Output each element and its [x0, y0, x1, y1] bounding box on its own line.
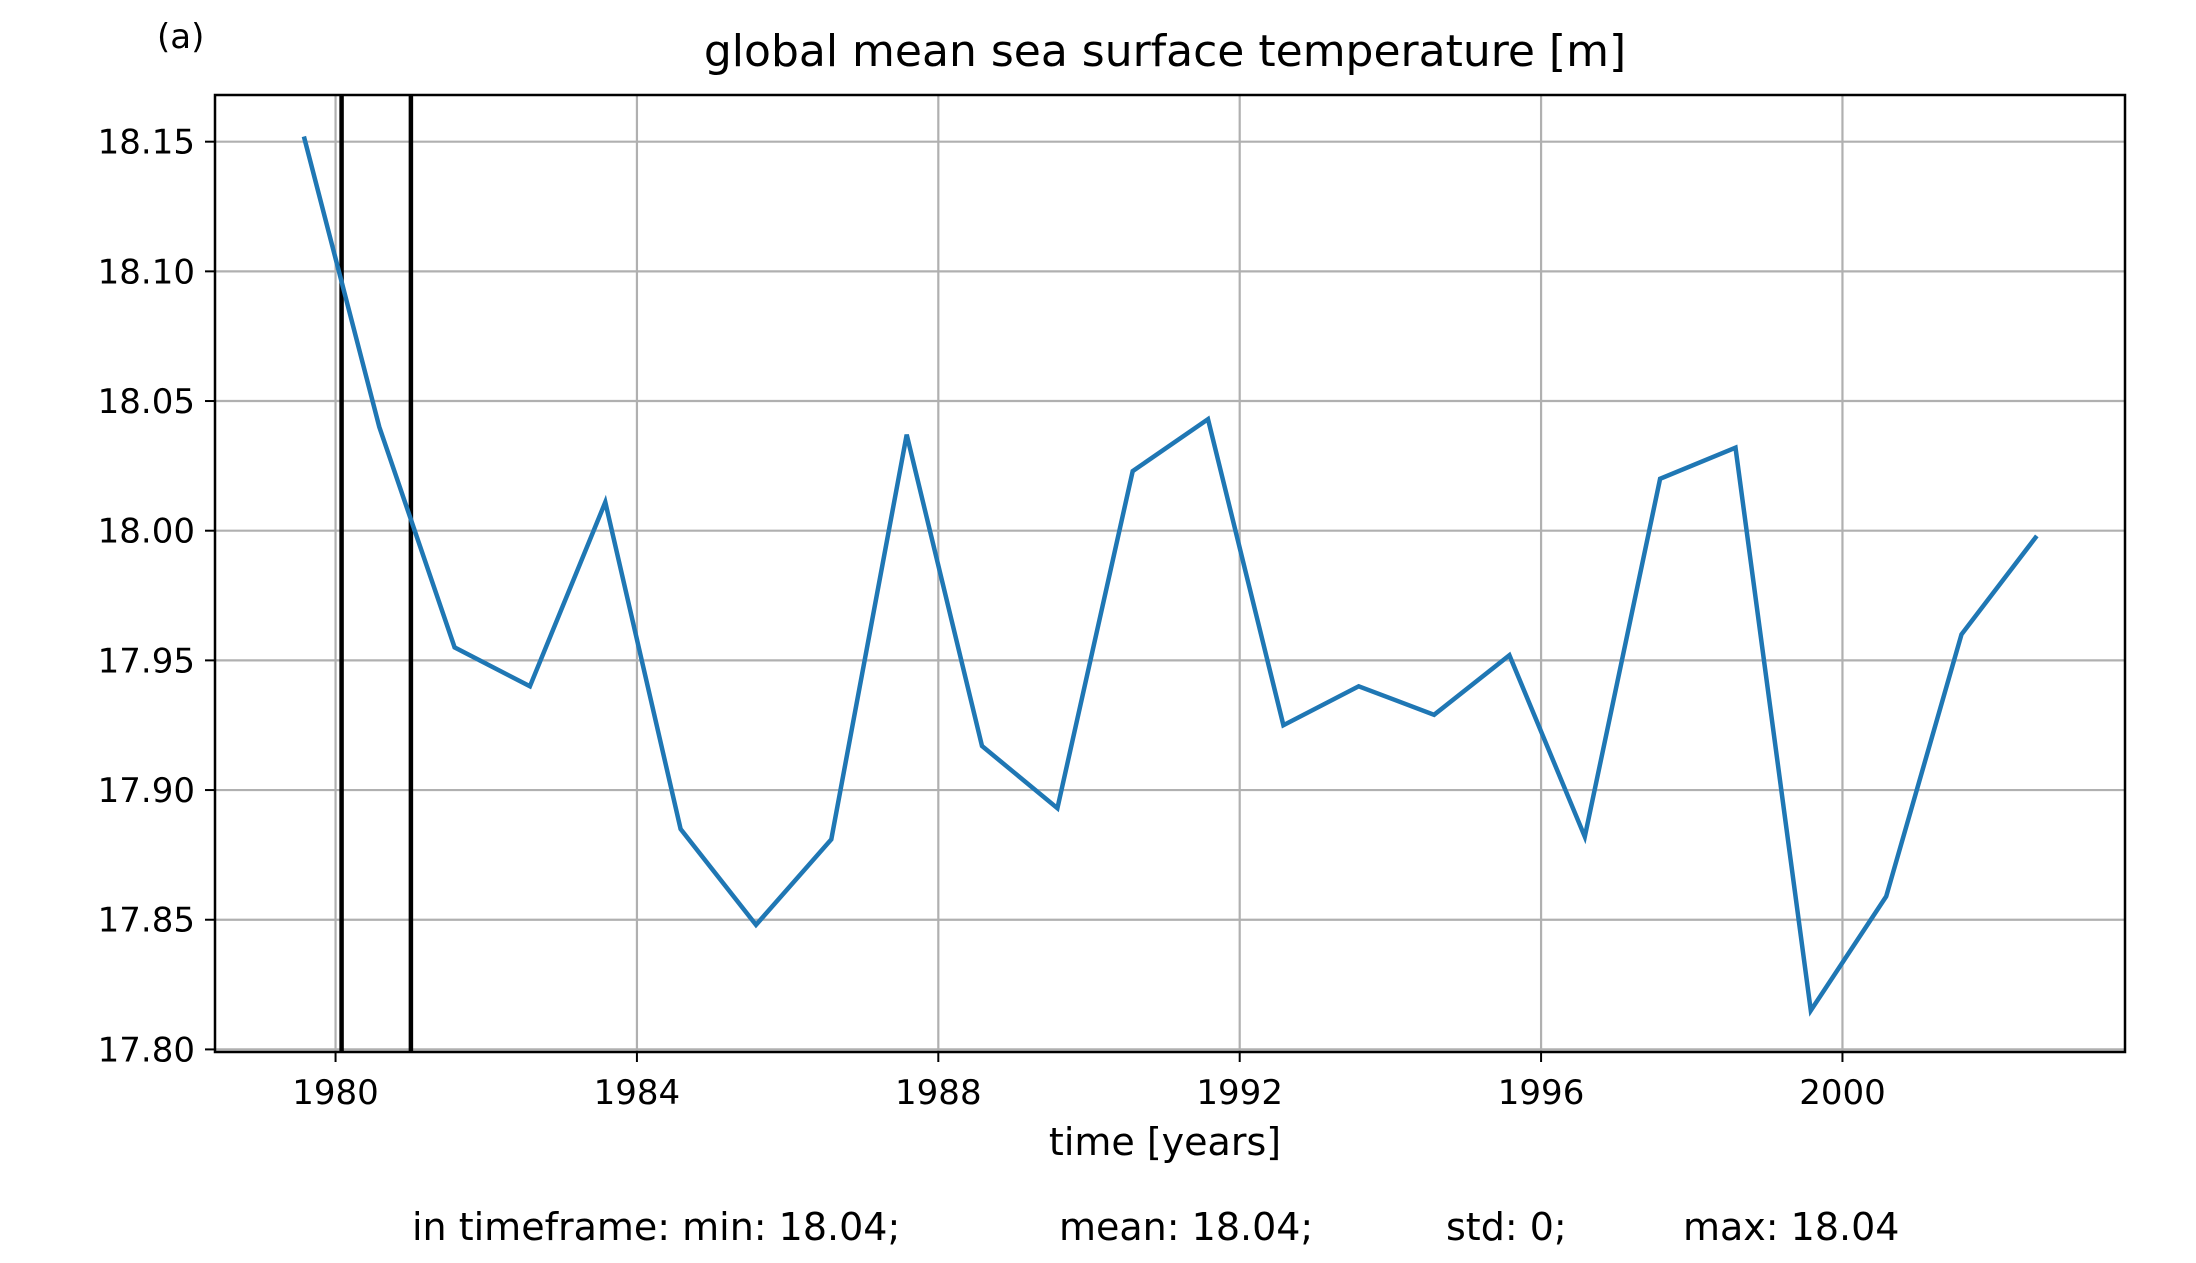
stats-min: in timeframe: min: 18.04; — [412, 1205, 900, 1249]
grid — [215, 95, 2125, 1052]
chart-title: global mean sea surface temperature [m] — [704, 26, 1626, 77]
y-tick-label: 18.15 — [98, 123, 195, 163]
stats-mean: mean: 18.04; — [1059, 1205, 1313, 1249]
series-line — [301, 135, 2039, 1017]
stats-max: max: 18.04 — [1683, 1205, 1899, 1249]
x-tick-label: 1988 — [895, 1073, 982, 1113]
y-tick-label: 17.85 — [98, 901, 195, 941]
y-tick-label: 18.10 — [98, 252, 195, 292]
x-tick-label: 1996 — [1498, 1073, 1585, 1113]
y-axis: 17.80 17.85 17.90 17.95 18.00 18.05 18.10 18.15 — [98, 123, 215, 1070]
x-tick-label: 1992 — [1196, 1073, 1283, 1113]
x-tick-label: 1980 — [292, 1073, 379, 1113]
y-tick-label: 18.05 — [98, 382, 195, 422]
series-group — [301, 135, 2039, 1017]
x-tick-label: 2000 — [1799, 1073, 1886, 1113]
y-tick-label: 17.95 — [98, 641, 195, 681]
y-tick-label: 17.80 — [98, 1030, 195, 1070]
y-tick-label: 18.00 — [98, 512, 195, 552]
panel-label: (a) — [157, 17, 204, 57]
x-axis: 1980 1984 1988 1992 1996 2000 — [292, 1052, 1886, 1113]
plot-frame — [213, 93, 2127, 1054]
y-tick-label: 17.90 — [98, 771, 195, 811]
x-axis-label: time [years] — [1049, 1120, 1281, 1164]
vertical-markers — [339, 95, 414, 1052]
x-tick-label: 1984 — [594, 1073, 681, 1113]
stats-std: std: 0; — [1446, 1205, 1567, 1249]
